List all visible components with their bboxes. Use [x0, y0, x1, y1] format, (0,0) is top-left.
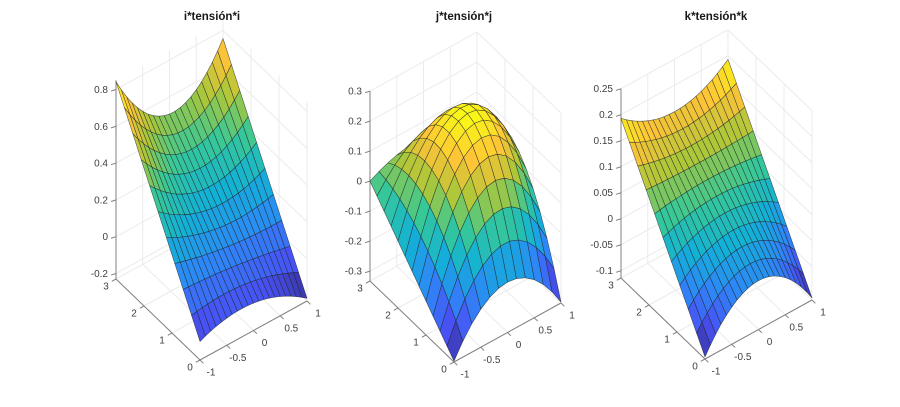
tick-labels: -0.1 -0.05 0 0.05 0.1 0.15 0.2 0.25 0 1 2 3 -1 -0.5 0 0… — [590, 84, 826, 377]
tick-label: 3 — [608, 281, 614, 292]
axis-rulers — [110, 80, 311, 364]
tick-label: 3 — [357, 284, 363, 295]
tick-label: 2 — [131, 309, 137, 320]
surface-plot-1: -0.2 0 0.2 0.4 0.6 0.8 0 1 2 3 -1 -0.5 0 0.5 1 — [91, 21, 321, 379]
tick-label: -0.1 — [345, 207, 363, 218]
tick-label: -1 — [207, 368, 216, 379]
tick-label: 0.25 — [594, 84, 614, 95]
tick-labels: -0.2 0 0.2 0.4 0.6 0.8 0 1 2 3 -1 -0.5 0 0.5 1 — [91, 85, 321, 379]
tick-label: -0.2 — [345, 237, 363, 248]
tick-label: 0 — [102, 232, 108, 243]
tick-label: 0.2 — [94, 195, 108, 206]
tick-label: 0.5 — [789, 322, 803, 333]
tick-label: 1 — [664, 335, 670, 346]
tick-label: 0.5 — [284, 323, 298, 334]
tick-label: 1 — [413, 338, 419, 349]
tick-label: 0.1 — [348, 147, 362, 158]
tick-label: 0 — [187, 363, 193, 374]
tick-label: 0.5 — [538, 325, 552, 336]
surface-mesh — [115, 38, 308, 342]
tick-label: -0.3 — [345, 267, 363, 278]
surface-plot-2: -0.3 -0.2 -0.1 0 0.1 0.2 0.3 0 1 2 3 -1 -0.5 0 0.5 1 — [345, 31, 575, 381]
tick-label: 0 — [441, 365, 447, 376]
tick-label: 0 — [767, 337, 773, 348]
surface-mesh — [620, 59, 813, 358]
tick-label: 0.2 — [348, 117, 362, 128]
tick-label: -1 — [712, 367, 721, 378]
tick-label: 0.2 — [599, 110, 613, 121]
tick-label: -0.5 — [734, 352, 752, 363]
tick-label: 1 — [315, 309, 321, 320]
tick-label: 1 — [569, 311, 575, 322]
tick-label: 0.4 — [94, 159, 108, 170]
surface-mesh — [369, 102, 562, 362]
tick-label: 2 — [385, 311, 391, 322]
tick-label: 0.3 — [348, 87, 362, 98]
tick-label: 0 — [262, 338, 268, 349]
tick-label: 1 — [159, 336, 165, 347]
tick-label: 0.6 — [94, 122, 108, 133]
tick-label: 0 — [516, 340, 522, 351]
tick-label: 0.8 — [94, 85, 108, 96]
plot-title-i: i*tensión*i — [183, 11, 241, 23]
tick-label: 0 — [607, 214, 613, 225]
tick-label: -0.05 — [590, 240, 613, 251]
tick-label: -0.1 — [596, 266, 614, 277]
plot-title-k: k*tensión*k — [684, 11, 748, 23]
tick-label: 0 — [692, 362, 698, 373]
tick-label: 0 — [356, 177, 362, 188]
tick-label: 0.05 — [594, 188, 614, 199]
tick-label: -0.5 — [229, 353, 247, 364]
axis-rulers — [364, 90, 565, 366]
tick-labels: -0.3 -0.2 -0.1 0 0.1 0.2 0.3 0 1 2 3 -1 -0.5 0 0.5 1 — [345, 87, 575, 381]
tick-label: -1 — [461, 370, 470, 381]
tick-label: -0.5 — [483, 355, 501, 366]
axis-rulers — [615, 88, 816, 363]
tick-label: 0.15 — [594, 136, 614, 147]
tick-label: 1 — [820, 308, 826, 319]
tick-label: -0.2 — [91, 269, 109, 280]
surface-plot-3: -0.1 -0.05 0 0.05 0.1 0.15 0.2 0.25 0 1 2 3 -1 -0.5 0 0… — [590, 29, 826, 378]
plot-title-j: j*tensión*j — [435, 11, 493, 23]
tick-label: 0.1 — [599, 162, 613, 173]
tick-label: 3 — [103, 282, 109, 293]
tick-label: 2 — [636, 308, 642, 319]
